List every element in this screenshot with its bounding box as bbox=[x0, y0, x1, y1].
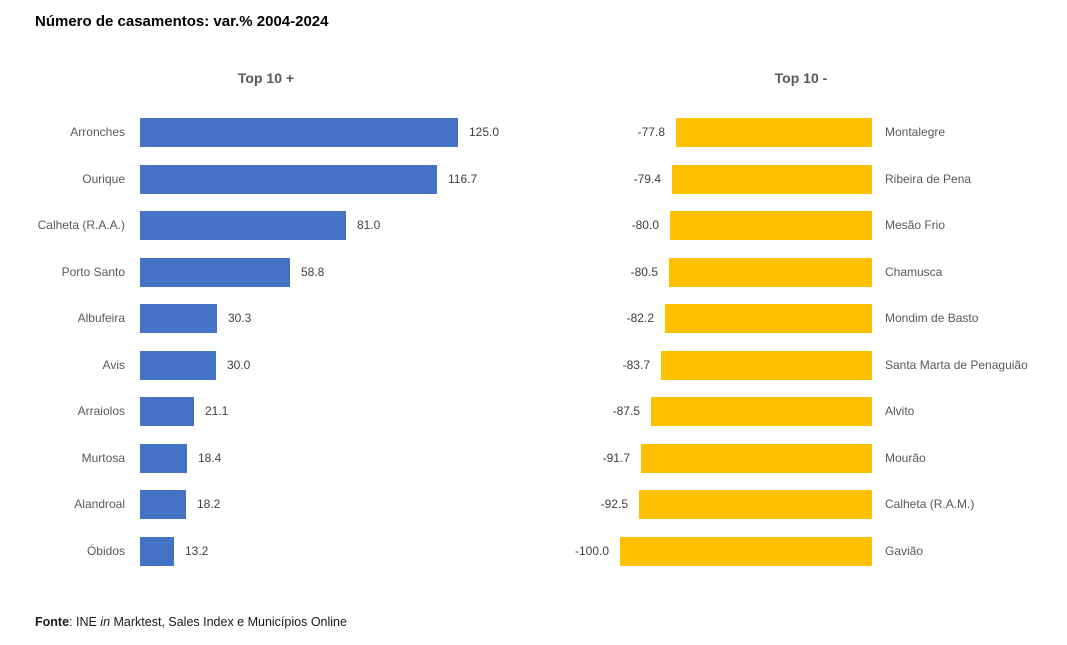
value-label: -92.5 bbox=[600, 497, 628, 511]
value-label: -100.0 bbox=[574, 543, 609, 558]
category-label: Santa Marta de Penaguião bbox=[885, 357, 1028, 372]
value-label: 21.1 bbox=[205, 404, 229, 418]
bar bbox=[670, 211, 872, 240]
value-label: 81.0 bbox=[357, 218, 381, 232]
category-label: Porto Santo bbox=[61, 264, 125, 279]
value-label: 30.3 bbox=[228, 311, 252, 325]
category-label: Albufeira bbox=[77, 311, 125, 325]
bar bbox=[665, 304, 872, 333]
value-label: 58.8 bbox=[301, 264, 325, 279]
bar bbox=[140, 536, 174, 566]
bar bbox=[140, 443, 187, 473]
category-label: Mondim de Basto bbox=[885, 311, 979, 325]
bar bbox=[641, 443, 872, 473]
value-label: -79.4 bbox=[633, 171, 661, 186]
category-label: Avis bbox=[102, 357, 125, 372]
category-label: Mourão bbox=[885, 450, 926, 465]
bar bbox=[620, 536, 872, 566]
bar bbox=[140, 490, 186, 519]
bar bbox=[140, 304, 217, 333]
category-label: Calheta (R.A.M.) bbox=[885, 497, 975, 511]
source-in: in bbox=[100, 615, 111, 629]
bar bbox=[140, 211, 346, 240]
bar bbox=[672, 164, 872, 194]
source-text-1: : INE bbox=[69, 615, 101, 629]
source-text-2: Marktest, Sales Index e Municípios Onlin… bbox=[110, 615, 347, 629]
category-label: Calheta (R.A.A.) bbox=[37, 218, 125, 232]
bar bbox=[669, 257, 872, 287]
value-label: 13.2 bbox=[185, 543, 209, 558]
bar bbox=[140, 164, 437, 194]
value-label: -87.5 bbox=[612, 404, 640, 418]
value-label: -80.5 bbox=[630, 264, 658, 279]
value-label: 30.0 bbox=[227, 357, 251, 372]
category-label: Arronches bbox=[70, 125, 125, 139]
value-label: -83.7 bbox=[622, 357, 650, 372]
bar bbox=[661, 350, 872, 380]
source-note: Fonte: INE in Marktest, Sales Index e Mu… bbox=[35, 615, 347, 629]
value-label: -77.8 bbox=[637, 125, 665, 139]
bar bbox=[140, 257, 290, 287]
category-label: Murtosa bbox=[81, 450, 125, 465]
source-label: Fonte bbox=[35, 615, 70, 629]
category-label: Montalegre bbox=[885, 125, 946, 139]
bar bbox=[140, 397, 194, 426]
value-label: 18.2 bbox=[197, 497, 221, 511]
top10-minus-heading: Top 10 - bbox=[774, 70, 828, 86]
top10-plus-heading: Top 10 + bbox=[237, 70, 295, 86]
category-label: Ourique bbox=[82, 171, 125, 186]
category-label: Chamusca bbox=[885, 264, 943, 279]
bar bbox=[140, 350, 216, 380]
category-label: Ribeira de Pena bbox=[885, 171, 972, 186]
bar bbox=[651, 397, 872, 426]
value-label: 125.0 bbox=[469, 125, 500, 139]
category-label: Óbidos bbox=[86, 543, 125, 558]
category-label: Gavião bbox=[885, 543, 924, 558]
value-label: -91.7 bbox=[602, 450, 630, 465]
category-label: Alandroal bbox=[74, 497, 125, 511]
value-label: 116.7 bbox=[448, 171, 478, 186]
value-label: -80.0 bbox=[631, 218, 659, 232]
bar bbox=[639, 490, 872, 519]
bar bbox=[676, 118, 872, 147]
value-label: 18.4 bbox=[198, 450, 222, 465]
value-label: -82.2 bbox=[626, 311, 654, 325]
chart-title: Número de casamentos: var.% 2004-2024 bbox=[35, 13, 329, 30]
bar bbox=[140, 118, 458, 147]
category-label: Mesão Frio bbox=[885, 218, 946, 232]
category-label: Arraiolos bbox=[77, 404, 125, 418]
category-label: Alvito bbox=[885, 404, 915, 418]
